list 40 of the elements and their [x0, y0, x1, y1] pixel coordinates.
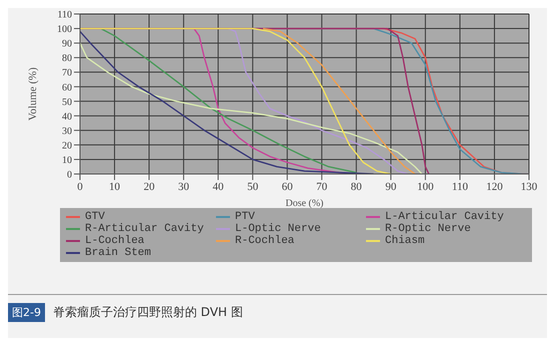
x-tick-label: 120	[486, 180, 504, 193]
x-tick-label: 40	[212, 180, 224, 193]
y-tick-label: 90	[62, 38, 72, 50]
x-tick-label: 100	[417, 180, 434, 193]
y-tick-label: 60	[62, 82, 72, 94]
y-tick-label: 40	[62, 111, 72, 122]
x-tick-label: 90	[385, 180, 397, 193]
y-tick-label: 20	[62, 140, 72, 152]
y-tick-label: 100	[57, 24, 72, 36]
y-tick-label: 110	[57, 10, 72, 21]
x-tick-label: 10	[109, 180, 121, 193]
y-tick-label: 70	[62, 68, 72, 79]
x-tick-label: 30	[178, 180, 190, 193]
x-tick-label: 0	[77, 180, 84, 193]
legend-label: R-Cochlea	[234, 235, 296, 247]
y-tick-label: 80	[62, 53, 72, 64]
y-tick-label: 50	[62, 96, 72, 108]
legend-label: GTV	[84, 211, 106, 223]
y-axis-title: Volume (%)	[26, 67, 39, 121]
text: 脊索瘤质子治疗四野照射的 DVH 图	[52, 304, 243, 321]
x-tick-label: 70	[316, 180, 328, 193]
legend-label: Brain Stem	[84, 247, 152, 259]
legend-label: PTV	[234, 211, 256, 223]
legend-label: L-Optic Nerve	[234, 223, 322, 235]
x-axis-title: Dose (%)	[285, 198, 324, 209]
y-tick-label: 10	[62, 155, 72, 166]
legend-label: L-Cochlea	[84, 235, 146, 247]
legend-label: L-Articular Cavity	[384, 211, 505, 223]
y-tick-label: 0	[67, 170, 72, 181]
x-tick-label: 50	[247, 180, 259, 193]
legend-label: R-Optic Nerve	[384, 223, 472, 235]
y-tick-label: 30	[62, 126, 72, 137]
legend-label: R-Articular Cavity	[84, 223, 205, 235]
legend-label: Chiasm	[384, 235, 426, 247]
caption: 图2-9	[8, 303, 45, 322]
x-tick-label: 110	[452, 180, 468, 193]
x-tick-label: 20	[144, 180, 156, 193]
x-tick-label: 60	[282, 180, 294, 193]
x-tick-label: 80	[350, 180, 362, 193]
x-tick-label: 130	[520, 180, 538, 193]
